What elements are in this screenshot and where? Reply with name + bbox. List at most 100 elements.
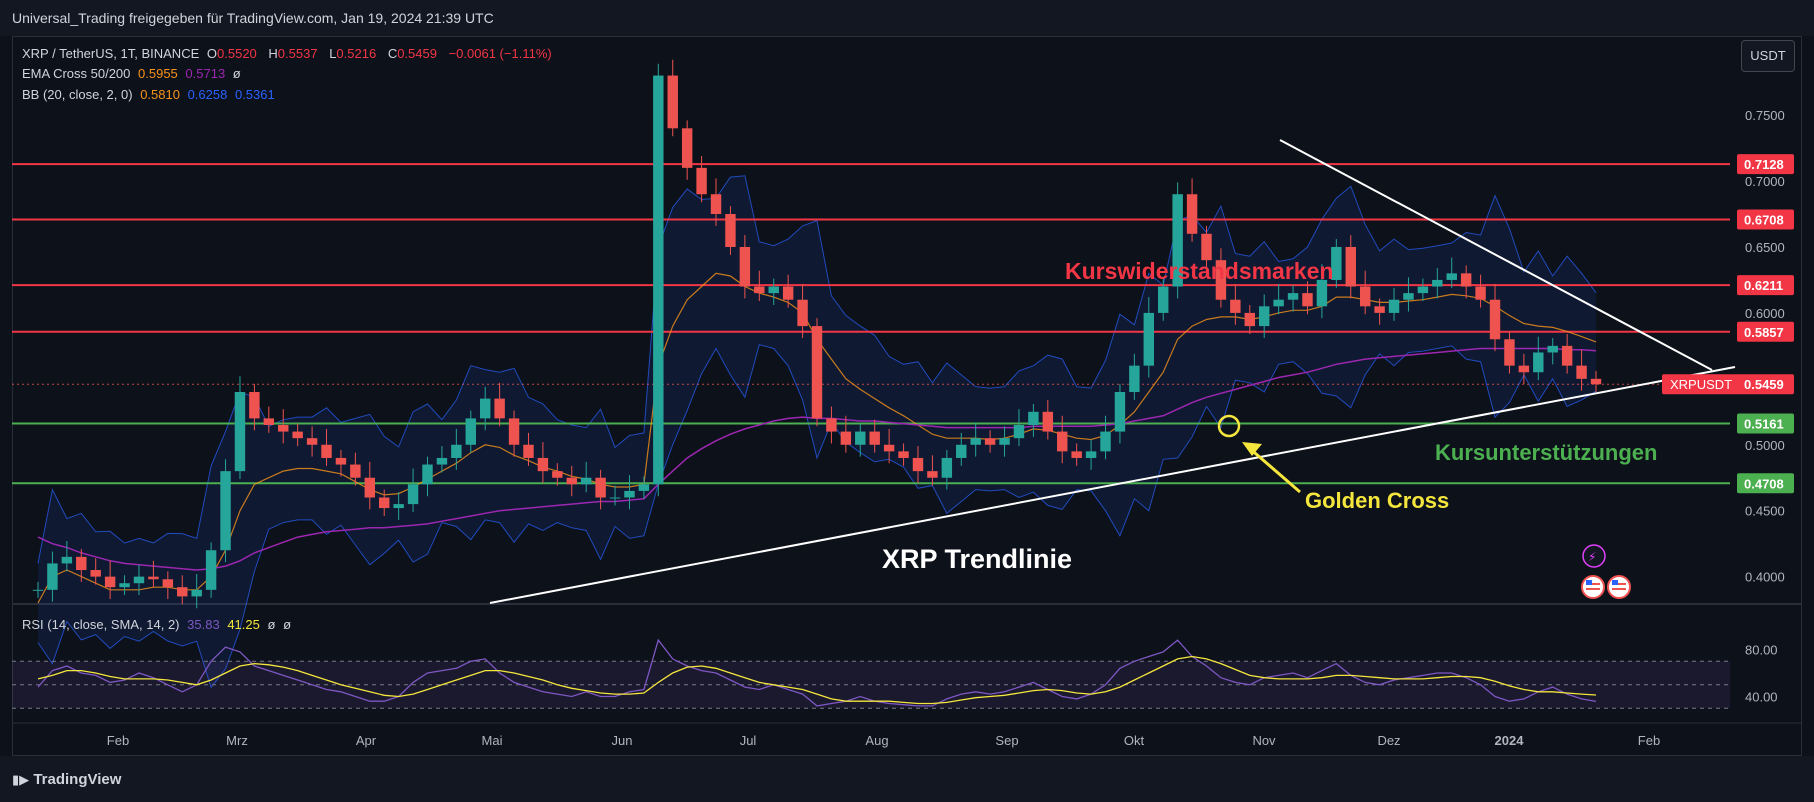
candle[interactable]	[984, 430, 996, 453]
candle[interactable]	[162, 571, 174, 600]
candle[interactable]	[1244, 304, 1255, 335]
resistance-level-1-badge[interactable]	[1737, 154, 1794, 175]
candle[interactable]	[1071, 443, 1082, 466]
candle[interactable]	[133, 564, 145, 596]
candle[interactable]	[234, 376, 246, 480]
support-trendline[interactable]	[489, 366, 1736, 604]
candle[interactable]	[797, 283, 808, 338]
candle[interactable]	[104, 560, 116, 600]
candle[interactable]	[1129, 353, 1140, 400]
candle[interactable]	[782, 274, 794, 308]
candle[interactable]	[1489, 283, 1501, 352]
candle[interactable]	[1158, 278, 1169, 321]
candle[interactable]	[76, 548, 87, 582]
candle[interactable]	[1258, 294, 1270, 338]
candle[interactable]	[609, 485, 621, 506]
candle[interactable]	[811, 318, 823, 427]
candle[interactable]	[306, 426, 318, 457]
candle[interactable]	[883, 428, 895, 464]
candle[interactable]	[1100, 415, 1111, 460]
candle[interactable]	[941, 450, 953, 490]
candle[interactable]	[1504, 331, 1515, 374]
candle[interactable]	[191, 573, 202, 609]
candle[interactable]	[321, 428, 332, 466]
candle[interactable]	[1302, 281, 1313, 315]
support-level-1-badge[interactable]	[1737, 413, 1794, 434]
candle[interactable]	[595, 469, 606, 510]
candle[interactable]	[479, 386, 491, 431]
legend-rsi-row[interactable]: RSI (14, close, SMA, 14, 2) 35.83 41.25 …	[22, 617, 295, 632]
candle[interactable]	[1475, 274, 1486, 308]
candle[interactable]	[1561, 334, 1573, 374]
candle[interactable]	[999, 426, 1010, 457]
candle[interactable]	[1273, 283, 1284, 315]
candle[interactable]	[754, 270, 765, 302]
candle[interactable]	[47, 551, 58, 602]
candle[interactable]	[1518, 353, 1530, 385]
candle[interactable]	[624, 475, 635, 510]
us-flag-event-icon-2[interactable]	[1607, 575, 1631, 599]
candle[interactable]	[912, 446, 924, 484]
candle[interactable]	[710, 178, 722, 226]
legend-bb-row[interactable]: BB (20, close, 2, 0) 0.5810 0.6258 0.536…	[22, 87, 279, 102]
candle[interactable]	[1316, 264, 1328, 319]
candle[interactable]	[653, 63, 664, 497]
candle[interactable]	[898, 443, 909, 466]
candle[interactable]	[537, 442, 549, 484]
candle[interactable]	[465, 410, 476, 453]
candle[interactable]	[119, 575, 130, 596]
candle[interactable]	[552, 463, 563, 486]
candle[interactable]	[638, 476, 650, 499]
legend-symbol[interactable]: XRP / TetherUS, 1T, BINANCE	[22, 46, 200, 61]
candle[interactable]	[1446, 257, 1457, 288]
rsi-ma-line[interactable]	[37, 655, 1597, 705]
candle[interactable]	[177, 575, 188, 605]
candle[interactable]	[739, 235, 751, 299]
candle[interactable]	[580, 461, 592, 493]
candle[interactable]	[840, 415, 852, 453]
candle[interactable]	[508, 410, 520, 457]
candle[interactable]	[407, 468, 419, 513]
candle[interactable]	[1576, 349, 1587, 391]
candle[interactable]	[1172, 182, 1183, 299]
candle[interactable]	[956, 432, 967, 466]
candle[interactable]	[494, 382, 505, 427]
candle[interactable]	[205, 542, 217, 598]
rsi-line[interactable]	[37, 638, 1597, 707]
candle[interactable]	[32, 581, 44, 598]
candle[interactable]	[1013, 409, 1025, 447]
candle[interactable]	[1345, 235, 1356, 299]
candle[interactable]	[1374, 298, 1385, 325]
candle[interactable]	[1028, 403, 1039, 437]
resistance-level-3-badge[interactable]	[1737, 275, 1794, 296]
candle[interactable]	[1359, 270, 1371, 315]
candle[interactable]	[1230, 283, 1241, 325]
candle[interactable]	[61, 541, 73, 572]
candle[interactable]	[681, 120, 693, 180]
candle[interactable]	[278, 409, 289, 444]
candle[interactable]	[148, 560, 159, 588]
candle[interactable]	[364, 461, 376, 510]
candle[interactable]	[220, 459, 231, 563]
candle[interactable]	[1460, 265, 1472, 299]
candle[interactable]	[263, 406, 275, 433]
resistance-trendline[interactable]	[1279, 139, 1713, 371]
candle[interactable]	[1114, 384, 1126, 444]
candle[interactable]	[1143, 297, 1155, 378]
candle[interactable]	[379, 489, 390, 516]
candle[interactable]	[1533, 336, 1544, 381]
candle[interactable]	[768, 278, 779, 305]
candle[interactable]	[1215, 248, 1227, 308]
candle[interactable]	[1057, 415, 1068, 464]
candle[interactable]	[1042, 399, 1054, 440]
candle[interactable]	[1085, 439, 1097, 470]
candle[interactable]	[1547, 337, 1558, 365]
candle[interactable]	[725, 206, 736, 255]
candle[interactable]	[249, 384, 260, 431]
current-price-badge[interactable]	[1662, 374, 1794, 395]
candle[interactable]	[855, 423, 866, 457]
us-flag-event-icon-1[interactable]	[1581, 575, 1605, 599]
candle[interactable]	[422, 456, 433, 497]
candle[interactable]	[335, 450, 347, 477]
